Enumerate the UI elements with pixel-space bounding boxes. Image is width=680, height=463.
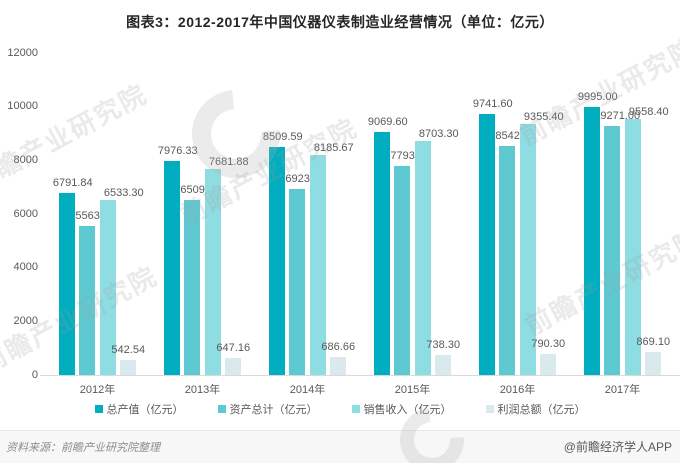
y-tick-label: 8000 — [13, 153, 38, 166]
bar-value-label: 647.16 — [216, 341, 251, 354]
bar-销售收入-2014年 — [309, 155, 326, 375]
bar-资产总计-2017年 — [604, 126, 621, 375]
x-tick-label: 2015年 — [394, 384, 431, 396]
bar-value-label: 9558.40 — [628, 105, 669, 118]
x-tick-label: 2013年 — [184, 384, 221, 396]
bar-资产总计-2012年 — [79, 225, 96, 375]
bar-利润总额-2017年 — [645, 351, 662, 375]
x-tick-label: 2016年 — [499, 384, 536, 396]
bar-销售收入-2016年 — [519, 123, 536, 375]
bar-value-label: 790.30 — [531, 337, 566, 350]
y-tick-label: 4000 — [13, 261, 38, 274]
bar-value-label: 686.66 — [321, 340, 356, 353]
legend-label: 利润总额（亿元） — [497, 404, 586, 416]
bar-value-label: 738.30 — [426, 339, 461, 352]
footer: 资料来源：前瞻产业研究院整理 @前瞻经济学人APP — [0, 430, 680, 463]
plot-area: 6791.84 7976.33 8509.59 9069.60 9741.60 9995.… — [45, 53, 675, 375]
source-text: 资料来源：前瞻产业研究院整理 — [6, 442, 160, 454]
bar-总产值-2013年 — [163, 160, 180, 375]
bar-销售收入-2017年 — [624, 118, 641, 375]
bar-资产总计-2013年 — [184, 200, 201, 375]
bar-总产值-2012年 — [58, 192, 75, 375]
y-tick-label: 0 — [31, 368, 38, 381]
bar-利润总额-2013年 — [225, 357, 242, 375]
bar-总产值-2017年 — [583, 106, 600, 375]
bar-销售收入-2015年 — [414, 141, 431, 375]
legend: 总产值（亿元） 资产总计（亿元） 销售收入（亿元） 利润总额（亿元） — [0, 401, 680, 417]
legend-label: 资产总计（亿元） — [229, 404, 318, 416]
bar-value-label: 7976.33 — [157, 144, 198, 157]
bar-value-label: 542.54 — [111, 344, 146, 357]
legend-swatch-icon — [217, 405, 226, 413]
bar-总产值-2016年 — [478, 113, 495, 375]
bar-利润总额-2014年 — [330, 356, 347, 375]
bar-value-label: 9995.00 — [577, 90, 618, 103]
legend-item: 销售收入（亿元） — [351, 401, 452, 417]
legend-swatch-icon — [351, 405, 360, 413]
bar-销售收入-2013年 — [204, 168, 221, 375]
bar-利润总额-2016年 — [540, 353, 557, 375]
legend-item: 资产总计（亿元） — [217, 401, 318, 417]
y-tick-label: 12000 — [7, 46, 38, 59]
bar-value-label: 8703.30 — [418, 128, 459, 141]
bar-value-label: 7681.88 — [208, 155, 249, 168]
bar-销售收入-2012年 — [99, 199, 116, 375]
page-title: 图表3：2012-2017年中国仪器仪表制造业经营情况（单位：亿元） — [126, 14, 554, 30]
bar-资产总计-2016年 — [499, 145, 516, 375]
legend-swatch-icon — [94, 405, 103, 413]
bar-value-label: 6533.30 — [103, 186, 144, 199]
legend-item: 利润总额（亿元） — [485, 401, 586, 417]
legend-label: 总产值（亿元） — [106, 404, 184, 416]
y-tick-label: 10000 — [7, 100, 38, 113]
x-axis-line — [40, 375, 680, 376]
legend-item: 总产值（亿元） — [94, 401, 184, 417]
bar-value-label: 6791.84 — [52, 176, 93, 189]
bar-总产值-2014年 — [268, 146, 285, 375]
bar-value-label: 9069.60 — [367, 115, 408, 128]
bar-总产值-2015年 — [373, 131, 390, 375]
legend-label: 销售收入（亿元） — [363, 404, 452, 416]
bar-value-label: 869.10 — [636, 335, 671, 348]
bar-value-label: 9741.60 — [472, 97, 513, 110]
bar-value-label: 9355.40 — [523, 110, 564, 123]
bar-value-label: 8509.59 — [262, 130, 303, 143]
app-credit: @前瞻经济学人APP — [563, 440, 672, 454]
y-tick-label: 6000 — [13, 207, 38, 220]
bar-利润总额-2015年 — [435, 355, 452, 375]
x-tick-label: 2014年 — [289, 384, 326, 396]
x-tick-label: 2017年 — [604, 384, 641, 396]
bar-value-label: 8185.67 — [313, 142, 354, 155]
bar-资产总计-2014年 — [289, 189, 306, 375]
bar-利润总额-2012年 — [120, 360, 137, 375]
y-tick-label: 2000 — [13, 314, 38, 327]
bar-资产总计-2015年 — [394, 165, 411, 375]
x-tick-label: 2012年 — [79, 384, 116, 396]
legend-swatch-icon — [485, 405, 494, 413]
